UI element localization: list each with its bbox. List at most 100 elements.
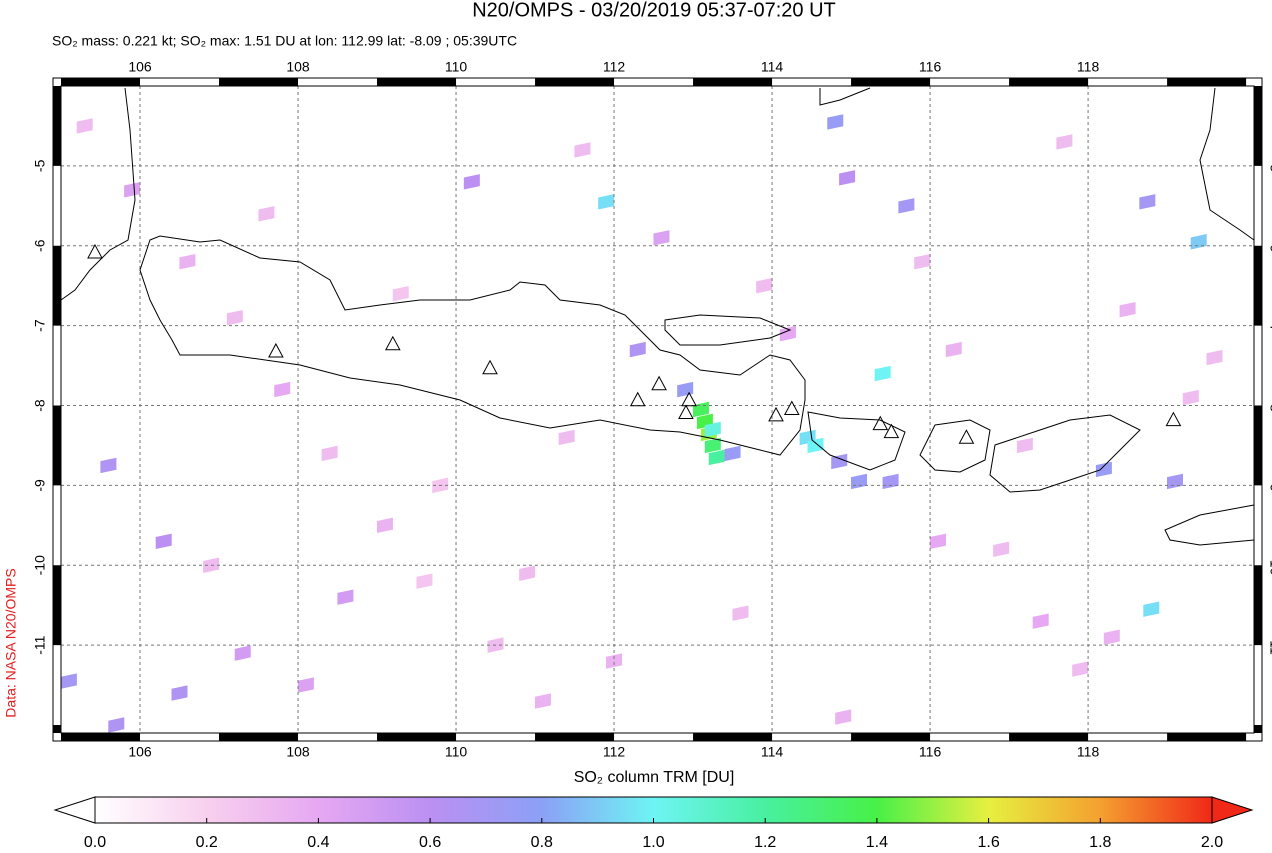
volcano (958, 429, 975, 444)
x-tick-label: 116 (919, 744, 942, 760)
border-bar (1254, 565, 1262, 646)
colorbar-tick-label: 0.0 (84, 834, 106, 851)
so2-pixel (179, 254, 196, 270)
so2-pixel (1095, 461, 1112, 478)
colorbar-tick-label: 0.6 (419, 834, 441, 851)
y-tick-label: -8 (32, 399, 48, 412)
colorbar: 0.0 0.2 0.4 0.6 0.8 1.0 1.2 1.4 1.6 1.8 2.0 (53, 796, 1254, 851)
colorbar-tick-label: 1.4 (866, 834, 888, 851)
so2-pixel (337, 589, 354, 605)
coastline (819, 87, 871, 106)
coastline (989, 414, 1141, 493)
so2-pixel (898, 198, 915, 214)
y-tick-label: -5 (1267, 160, 1272, 173)
volcano (482, 359, 498, 375)
coastline (807, 411, 906, 471)
colorbar-tick-label: 1.8 (1089, 834, 1111, 851)
y-tick-label: -7 (1267, 319, 1272, 332)
x-tick-label: 112 (603, 59, 626, 75)
border-bar (1009, 733, 1089, 741)
so2-pixel (1032, 613, 1049, 629)
so2-pixel (993, 541, 1010, 557)
y-tick-label: -9 (1267, 479, 1272, 492)
so2-pixel (1190, 234, 1207, 250)
map-frame (60, 85, 1255, 734)
volcano-layer (87, 243, 1182, 444)
volcano (629, 391, 646, 407)
so2-pixel (598, 194, 615, 210)
axes-layer: 106 106 108 108 110 110 112 112 114 114 116 116 118 1… (32, 59, 1272, 760)
so2-pixel (1103, 629, 1120, 645)
colorbar-label: SO₂ column TRM [DU] (574, 769, 735, 786)
border-bar (53, 245, 61, 326)
grid-layer (61, 86, 1254, 733)
so2-pixel (874, 365, 891, 382)
border-bar (1254, 86, 1262, 166)
coastline (919, 419, 991, 473)
volcano (681, 391, 697, 407)
border-bar (53, 565, 61, 646)
so2-pixel (258, 206, 275, 222)
border-bar (693, 78, 773, 86)
so2-pixel (1182, 389, 1199, 406)
so2-pixel (558, 429, 575, 446)
x-tick-label: 108 (286, 59, 310, 75)
colorbar-tick-label: 1.6 (977, 834, 999, 851)
border-bar (53, 405, 61, 486)
border-bar (1009, 78, 1089, 86)
border-bar (61, 78, 141, 86)
border-bar (535, 78, 615, 86)
so2-pixel (1206, 349, 1223, 366)
x-tick-label: 110 (445, 744, 468, 760)
border-bar (377, 733, 457, 741)
so2-pixel (756, 277, 773, 294)
so2-pixel (76, 118, 93, 134)
colorbar-tick-label: 0.8 (531, 834, 553, 851)
so2-pixel (321, 445, 338, 462)
y-tick-label: -10 (1267, 555, 1272, 575)
so2-pixel (704, 421, 721, 438)
border-bar (61, 733, 141, 741)
volcano (768, 406, 784, 422)
y-tick-label: -5 (32, 159, 48, 172)
volcano (783, 400, 800, 415)
credit: Data: NASA N20/OMPS (3, 568, 19, 717)
so2-pixel (519, 565, 536, 581)
border-bar (219, 78, 299, 86)
volcano (1165, 411, 1182, 427)
so2-pixel (827, 114, 844, 130)
border-bar (53, 725, 61, 733)
so2-pixel (463, 174, 480, 190)
so2-pixel (534, 693, 551, 709)
so2-pixel (1143, 601, 1160, 617)
so2-pixel (1166, 473, 1183, 490)
colorbar-over (1211, 796, 1254, 824)
border-bar (1254, 405, 1262, 486)
volcano (872, 415, 889, 431)
so2-pixel (914, 254, 931, 270)
y-tick-label: -9 (32, 479, 48, 492)
x-tick-label: 106 (128, 744, 152, 760)
x-tick-label: 118 (1077, 59, 1100, 75)
so2-pixel (392, 285, 409, 302)
colorbar-tick-label: 0.4 (307, 834, 329, 851)
so2-pixel (653, 230, 670, 246)
x-tick-label: 116 (919, 59, 942, 75)
x-tick-label: 114 (761, 59, 784, 75)
so2-pixel (416, 573, 433, 589)
so2-pixel (108, 717, 125, 733)
colorbar-tick-label: 2.0 (1201, 834, 1223, 851)
volcano (651, 375, 667, 391)
so2-pixel (297, 677, 314, 693)
so2-pixel (1119, 301, 1136, 318)
so2-pixel (1016, 437, 1033, 454)
y-tick-label: -8 (1267, 399, 1272, 412)
y-tick-label: -11 (1267, 636, 1272, 655)
so2-pixel (60, 673, 77, 689)
chart-subtitle: SO₂ mass: 0.221 kt; SO₂ max: 1.51 DU at … (52, 33, 517, 49)
so2-pixel (226, 309, 243, 326)
so2-pixel (779, 325, 796, 342)
so2-pixel (708, 449, 725, 466)
volcano (384, 335, 401, 351)
